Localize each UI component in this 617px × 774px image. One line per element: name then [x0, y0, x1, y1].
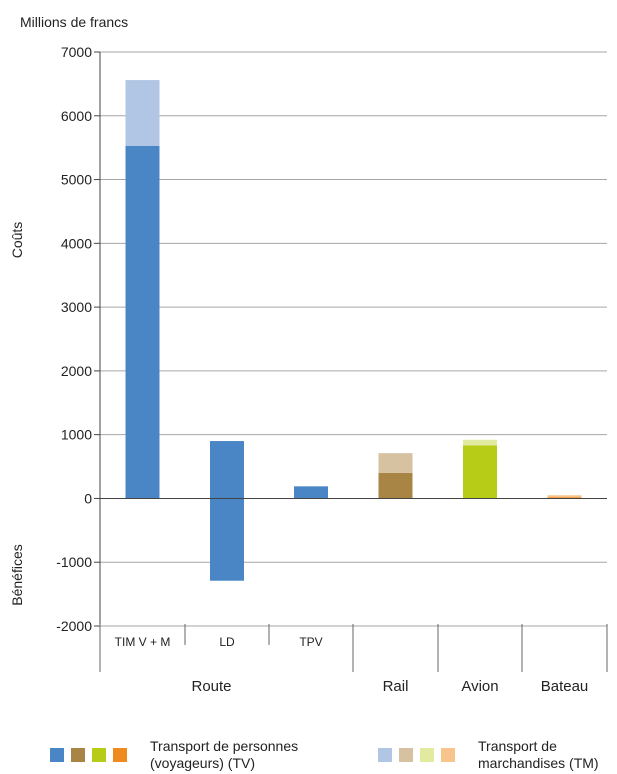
y-axis-unit-label: Millions de francs	[20, 14, 128, 30]
category-label: LD	[219, 635, 235, 649]
y-tick-label: -1000	[56, 554, 92, 570]
y-axis-label-benefits: Bénéfices	[9, 544, 25, 605]
y-tick-label: 5000	[61, 172, 92, 188]
y-tick-label: 6000	[61, 108, 92, 124]
bar-tv-negative	[210, 498, 244, 581]
y-tick-label: -2000	[56, 618, 92, 634]
legend-swatch-tv-bateau	[113, 748, 127, 762]
chart: Millions de francs Coûts Bénéfices 7000 6…	[9, 14, 608, 695]
legend-label-tv: Transport de personnes (voyageurs) (TV)	[150, 738, 298, 772]
legend-label-tm: Transport de marchandises (TM)	[478, 738, 599, 772]
gridlines	[94, 51, 607, 627]
bar-tm	[125, 80, 160, 146]
bar-tm	[463, 439, 497, 446]
y-tick-label: 2000	[61, 363, 92, 379]
category-label: TIM V + M	[115, 635, 171, 649]
legend-tm: Transport de marchandises (TM)	[378, 738, 599, 772]
group-label: Bateau	[541, 678, 589, 695]
bar-tv	[210, 441, 244, 499]
bars	[125, 80, 582, 581]
legend-swatch-tv-rail	[71, 748, 85, 762]
bar-tm	[378, 453, 413, 473]
x-axis: TIM V + M LD TPV Route Rail Avion Bateau	[99, 52, 608, 695]
group-label: Avion	[461, 678, 498, 695]
y-tick-label: 3000	[61, 299, 92, 315]
y-tick-label: 4000	[61, 235, 92, 251]
legend-tv-swatches	[50, 748, 134, 762]
legend-tv: Transport de personnes (voyageurs) (TV)	[50, 738, 298, 772]
y-tick-label: 0	[84, 490, 92, 506]
legend-swatch-tv-route	[50, 748, 64, 762]
bar-tm	[547, 495, 582, 498]
legend-tm-swatches	[378, 748, 462, 762]
legend-label-tv-line2: (voyageurs) (TV)	[150, 755, 256, 771]
y-tick-labels: 7000 6000 5000 4000 3000 2000 1000 0 -1000 -2000	[56, 44, 92, 634]
y-tick-label: 7000	[61, 44, 92, 60]
y-tick-label: 1000	[61, 427, 92, 443]
legend-label-tm-line2: marchandises (TM)	[478, 755, 599, 771]
legend-swatch-tm-rail	[399, 748, 413, 762]
bar-tv	[378, 472, 413, 499]
bar-tv	[463, 445, 497, 499]
group-label: Route	[191, 678, 231, 695]
category-label: TPV	[299, 635, 322, 649]
bar-tv	[125, 145, 160, 499]
legend-label-tv-line1: Transport de personnes	[150, 738, 299, 754]
legend-swatch-tm-bateau	[441, 748, 455, 762]
legend-label-tm-line1: Transport de	[478, 738, 557, 754]
group-label: Rail	[383, 678, 409, 695]
legend-swatch-tm-route	[378, 748, 392, 762]
bar-tv	[294, 486, 328, 499]
legend-swatch-tv-avion	[92, 748, 106, 762]
legend-swatch-tm-avion	[420, 748, 434, 762]
y-axis-label-costs: Coûts	[9, 222, 25, 259]
bar-tv	[547, 497, 582, 499]
legend: Transport de personnes (voyageurs) (TV) …	[0, 738, 617, 774]
